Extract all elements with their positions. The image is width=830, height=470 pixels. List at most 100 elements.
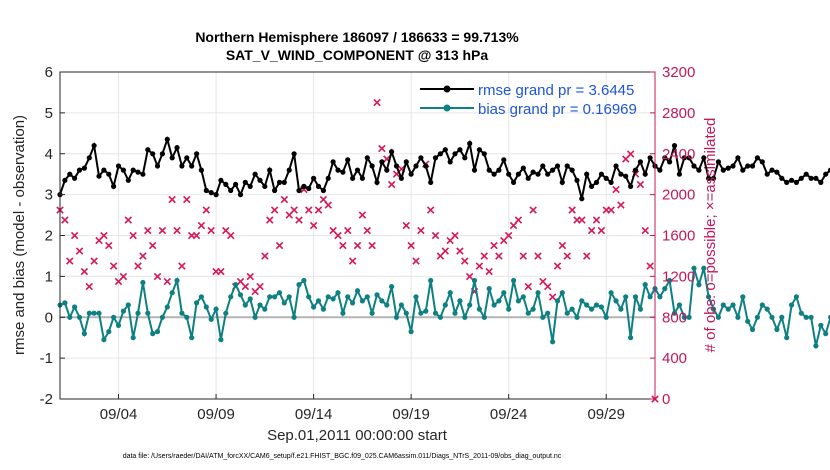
obs-assimilated-marker: × [490,238,499,255]
obs-assimilated-marker: × [85,279,94,296]
rmse-point [76,167,83,173]
left-y-tick-label: 3 [45,187,53,204]
rmse-point [808,175,814,181]
rmse-point [286,167,292,173]
bias-point [101,337,107,343]
bias-point [418,310,424,316]
bias-point [359,298,365,304]
right-y-tick-label: 0 [662,391,670,408]
obs-assimilated-marker: × [246,268,255,285]
obs-assimilated-marker: × [319,192,328,209]
obs-assimilated-marker: × [343,222,352,239]
rmse-point [296,187,302,194]
obs-assimilated-marker: × [285,207,294,224]
bias-point [818,322,824,328]
obs-assimilated-marker: × [524,279,533,296]
right-y-axis: 0 400 800 1200 1600 2000 2400 2800 3200 [650,64,695,408]
obs-assimilated-marker: × [382,151,391,168]
bias-point [354,288,361,294]
rmse-point [267,167,273,173]
rmse-point [369,163,375,169]
obs-assimilated-marker: × [65,253,74,270]
bias-point [340,310,346,316]
obs-assimilated-marker: × [353,238,362,255]
bias-point [369,310,375,316]
obs-assimilated-marker: × [392,166,401,183]
rmse-point [564,163,570,169]
rmse-point [115,163,122,169]
rmse-point [159,151,165,157]
rmse-point [793,179,800,185]
bias-point [510,277,517,284]
bias-point [233,282,239,288]
bias-point [486,286,492,292]
obs-assimilated-marker: × [504,228,513,245]
bias-point [730,302,736,308]
obs-assimilated-marker: × [104,238,113,255]
bias-point [676,302,683,308]
rmse-point [374,179,380,185]
bias-point [686,314,692,320]
bias-point [174,277,180,284]
obs-assimilated-marker: × [153,268,162,285]
bias-point [725,306,731,312]
bias-point [759,302,765,308]
obs-assimilated-marker: × [436,248,445,265]
bias-point [623,294,629,300]
right-y-tick-label: 800 [662,309,687,326]
rmse-point [359,175,365,181]
rmse-point [491,171,497,177]
rmse-point [628,183,634,189]
bias-point [798,310,804,316]
obs-assimilated-marker: × [251,284,260,301]
rmse-point [247,183,253,189]
obs-assimilated-marker: × [573,212,582,229]
obs-assimilated-marker: × [358,207,367,224]
obs-assimilated-marker: × [158,222,167,239]
obs-assimilated-marker: × [514,212,523,229]
rmse-point [350,175,356,181]
obs-assimilated-marker: × [109,258,118,275]
rmse-point [154,163,161,169]
obs-assimilated-marker: × [124,212,133,229]
bias-point [793,294,800,300]
rmse-point [340,169,346,175]
obs-assimilated-marker: × [129,228,138,245]
bias-point [613,298,619,304]
bias-point [384,302,390,308]
rmse-point [194,151,200,157]
rmse-point [481,151,487,157]
bias-point [67,314,73,320]
rmse-point [101,167,107,173]
left-y-tick-label: 4 [45,146,53,163]
bias-point [335,290,341,296]
bias-point [681,314,687,320]
bias-point [218,337,224,343]
bias-point [584,302,590,308]
bias-point [706,294,712,300]
rmse-point [252,171,258,177]
obs-assimilated-marker: × [329,222,338,239]
bias-point [574,314,580,320]
obs-assimilated-marker: × [80,263,89,280]
bias-point [740,294,746,300]
obs-assimilated-marker: × [616,197,625,214]
right-y-tick-label: 2800 [662,105,695,122]
obs-assimilated-marker: × [465,268,474,285]
obs-assimilated-marker: × [334,228,343,245]
obs-assimilated-marker: × [407,238,416,255]
rmse-point [125,177,131,183]
left-y-tick-label: 0 [45,309,53,326]
rmse-point [720,167,726,173]
rmse-point [174,145,180,151]
obs-assimilated-marker: × [480,248,489,265]
obs-assimilated-marker: × [631,166,640,183]
rmse-point [701,155,707,161]
left-y-tick-label: 1 [45,268,53,285]
rmse-point [525,175,531,181]
rmse-point [106,171,112,177]
bias-point [667,277,673,284]
obs-assimilated-marker: × [646,258,655,275]
bias-series [57,265,830,349]
rmse-point [354,167,361,173]
